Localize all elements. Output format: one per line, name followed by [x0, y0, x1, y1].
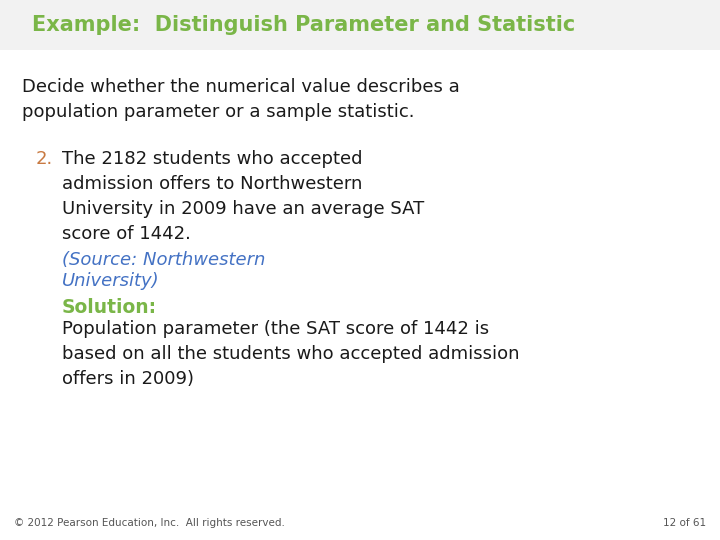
Text: Population parameter (the SAT score of 1442 is
based on all the students who acc: Population parameter (the SAT score of 1…: [62, 320, 520, 388]
Text: (Source: Northwestern: (Source: Northwestern: [62, 251, 266, 269]
Text: Example:  Distinguish Parameter and Statistic: Example: Distinguish Parameter and Stati…: [32, 15, 575, 35]
FancyBboxPatch shape: [0, 0, 720, 50]
Text: Decide whether the numerical value describes a
population parameter or a sample : Decide whether the numerical value descr…: [22, 78, 460, 121]
Text: Solution:: Solution:: [62, 298, 157, 317]
Text: The 2182 students who accepted
admission offers to Northwestern
University in 20: The 2182 students who accepted admission…: [62, 150, 424, 243]
Text: University): University): [62, 272, 160, 290]
Text: 2.: 2.: [36, 150, 53, 168]
Text: © 2012 Pearson Education, Inc.  All rights reserved.: © 2012 Pearson Education, Inc. All right…: [14, 518, 285, 528]
Text: 12 of 61: 12 of 61: [663, 518, 706, 528]
